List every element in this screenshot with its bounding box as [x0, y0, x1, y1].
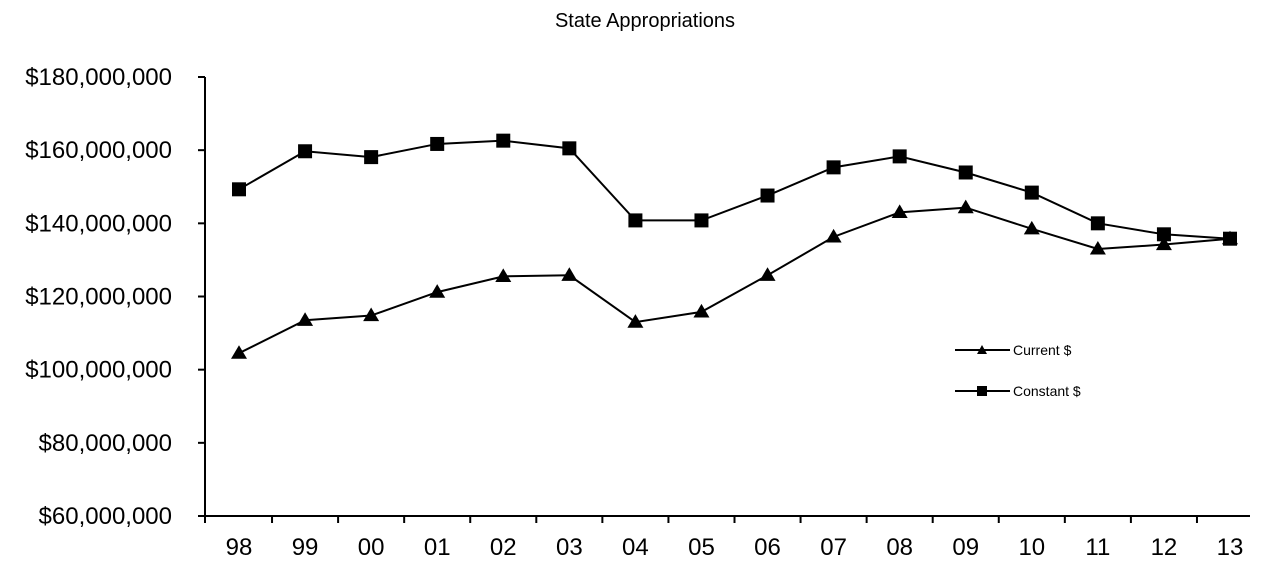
data-point-current — [759, 267, 776, 281]
series-line-current — [238, 206, 1231, 355]
data-point-constant — [760, 188, 775, 203]
data-point-current — [297, 312, 314, 326]
data-point-constant — [628, 213, 643, 228]
data-point-current — [231, 345, 247, 359]
y-axis: $60,000,000 $80,000,000 $100,000,000 $120,0… — [25, 64, 206, 530]
data-point-current — [429, 284, 446, 298]
x-tick-label: 13 — [1217, 534, 1244, 560]
data-point-constant — [298, 144, 313, 159]
x-tick-label: 05 — [688, 534, 715, 560]
y-tick-label: $120,000,000 — [25, 284, 172, 311]
y-tick-label: $60,000,000 — [39, 503, 172, 530]
y-tick-label: $180,000,000 — [25, 64, 172, 91]
x-tick-label: 08 — [886, 534, 913, 560]
x-tick-label: 98 — [226, 534, 253, 560]
data-point-constant — [958, 165, 973, 180]
series-current — [231, 199, 1238, 359]
x-tick-label: 09 — [952, 534, 979, 560]
data-point-constant — [1223, 231, 1237, 246]
x-tick-label: 12 — [1151, 534, 1178, 560]
data-point-constant — [826, 160, 841, 175]
x-tick-label: 04 — [622, 534, 649, 560]
legend-label-constant: Constant $ — [1013, 383, 1081, 399]
y-tick-label: $140,000,000 — [25, 210, 172, 237]
data-point-current — [363, 307, 380, 322]
x-tick-label: 02 — [490, 534, 517, 560]
x-tick-label: 99 — [292, 534, 319, 560]
series-constant — [232, 133, 1237, 246]
data-point-current — [627, 314, 644, 328]
legend-label-current: Current $ — [1013, 342, 1072, 358]
x-tick-label: 06 — [754, 534, 781, 560]
data-point-current — [561, 267, 578, 281]
y-tick-label: $80,000,000 — [39, 430, 172, 457]
legend-marker-current — [977, 345, 987, 354]
data-point-current — [891, 204, 908, 218]
x-tick-label: 00 — [358, 534, 385, 560]
x-tick-label: 07 — [820, 534, 847, 560]
data-point-constant — [1024, 185, 1039, 200]
chart-title: State Appropriations — [555, 10, 735, 32]
data-point-current — [1155, 236, 1172, 251]
data-point-current — [825, 228, 842, 243]
y-tick-label: $160,000,000 — [25, 137, 172, 164]
series-line-constant — [238, 139, 1231, 240]
data-point-constant — [1090, 216, 1105, 231]
data-point-current — [1023, 220, 1040, 235]
x-tick-label: 10 — [1018, 534, 1045, 560]
x-tick-label: 01 — [424, 534, 451, 560]
data-point-constant — [364, 150, 379, 165]
x-axis: 98 99 00 01 02 03 04 05 06 07 08 09 10 11 12 13 — [204, 515, 1250, 561]
data-point-constant — [892, 149, 907, 164]
y-tick-label: $100,000,000 — [25, 357, 172, 384]
legend-marker-constant — [977, 386, 987, 396]
data-point-constant — [1156, 227, 1171, 242]
legend-item-current: Current $ — [955, 342, 1072, 358]
data-point-constant — [562, 141, 577, 156]
legend-item-constant: Constant $ — [955, 383, 1081, 399]
legend: Current $ Constant $ — [955, 342, 1081, 399]
data-point-constant — [430, 136, 445, 151]
data-point-current — [957, 199, 974, 214]
data-point-constant — [232, 182, 246, 197]
plot-area — [231, 133, 1238, 359]
data-point-current — [1089, 240, 1106, 255]
data-point-current — [693, 303, 710, 318]
x-tick-label: 03 — [556, 534, 583, 560]
data-point-constant — [496, 133, 511, 148]
x-tick-label: 11 — [1085, 534, 1110, 560]
data-point-constant — [694, 213, 709, 228]
data-point-current — [495, 268, 512, 282]
